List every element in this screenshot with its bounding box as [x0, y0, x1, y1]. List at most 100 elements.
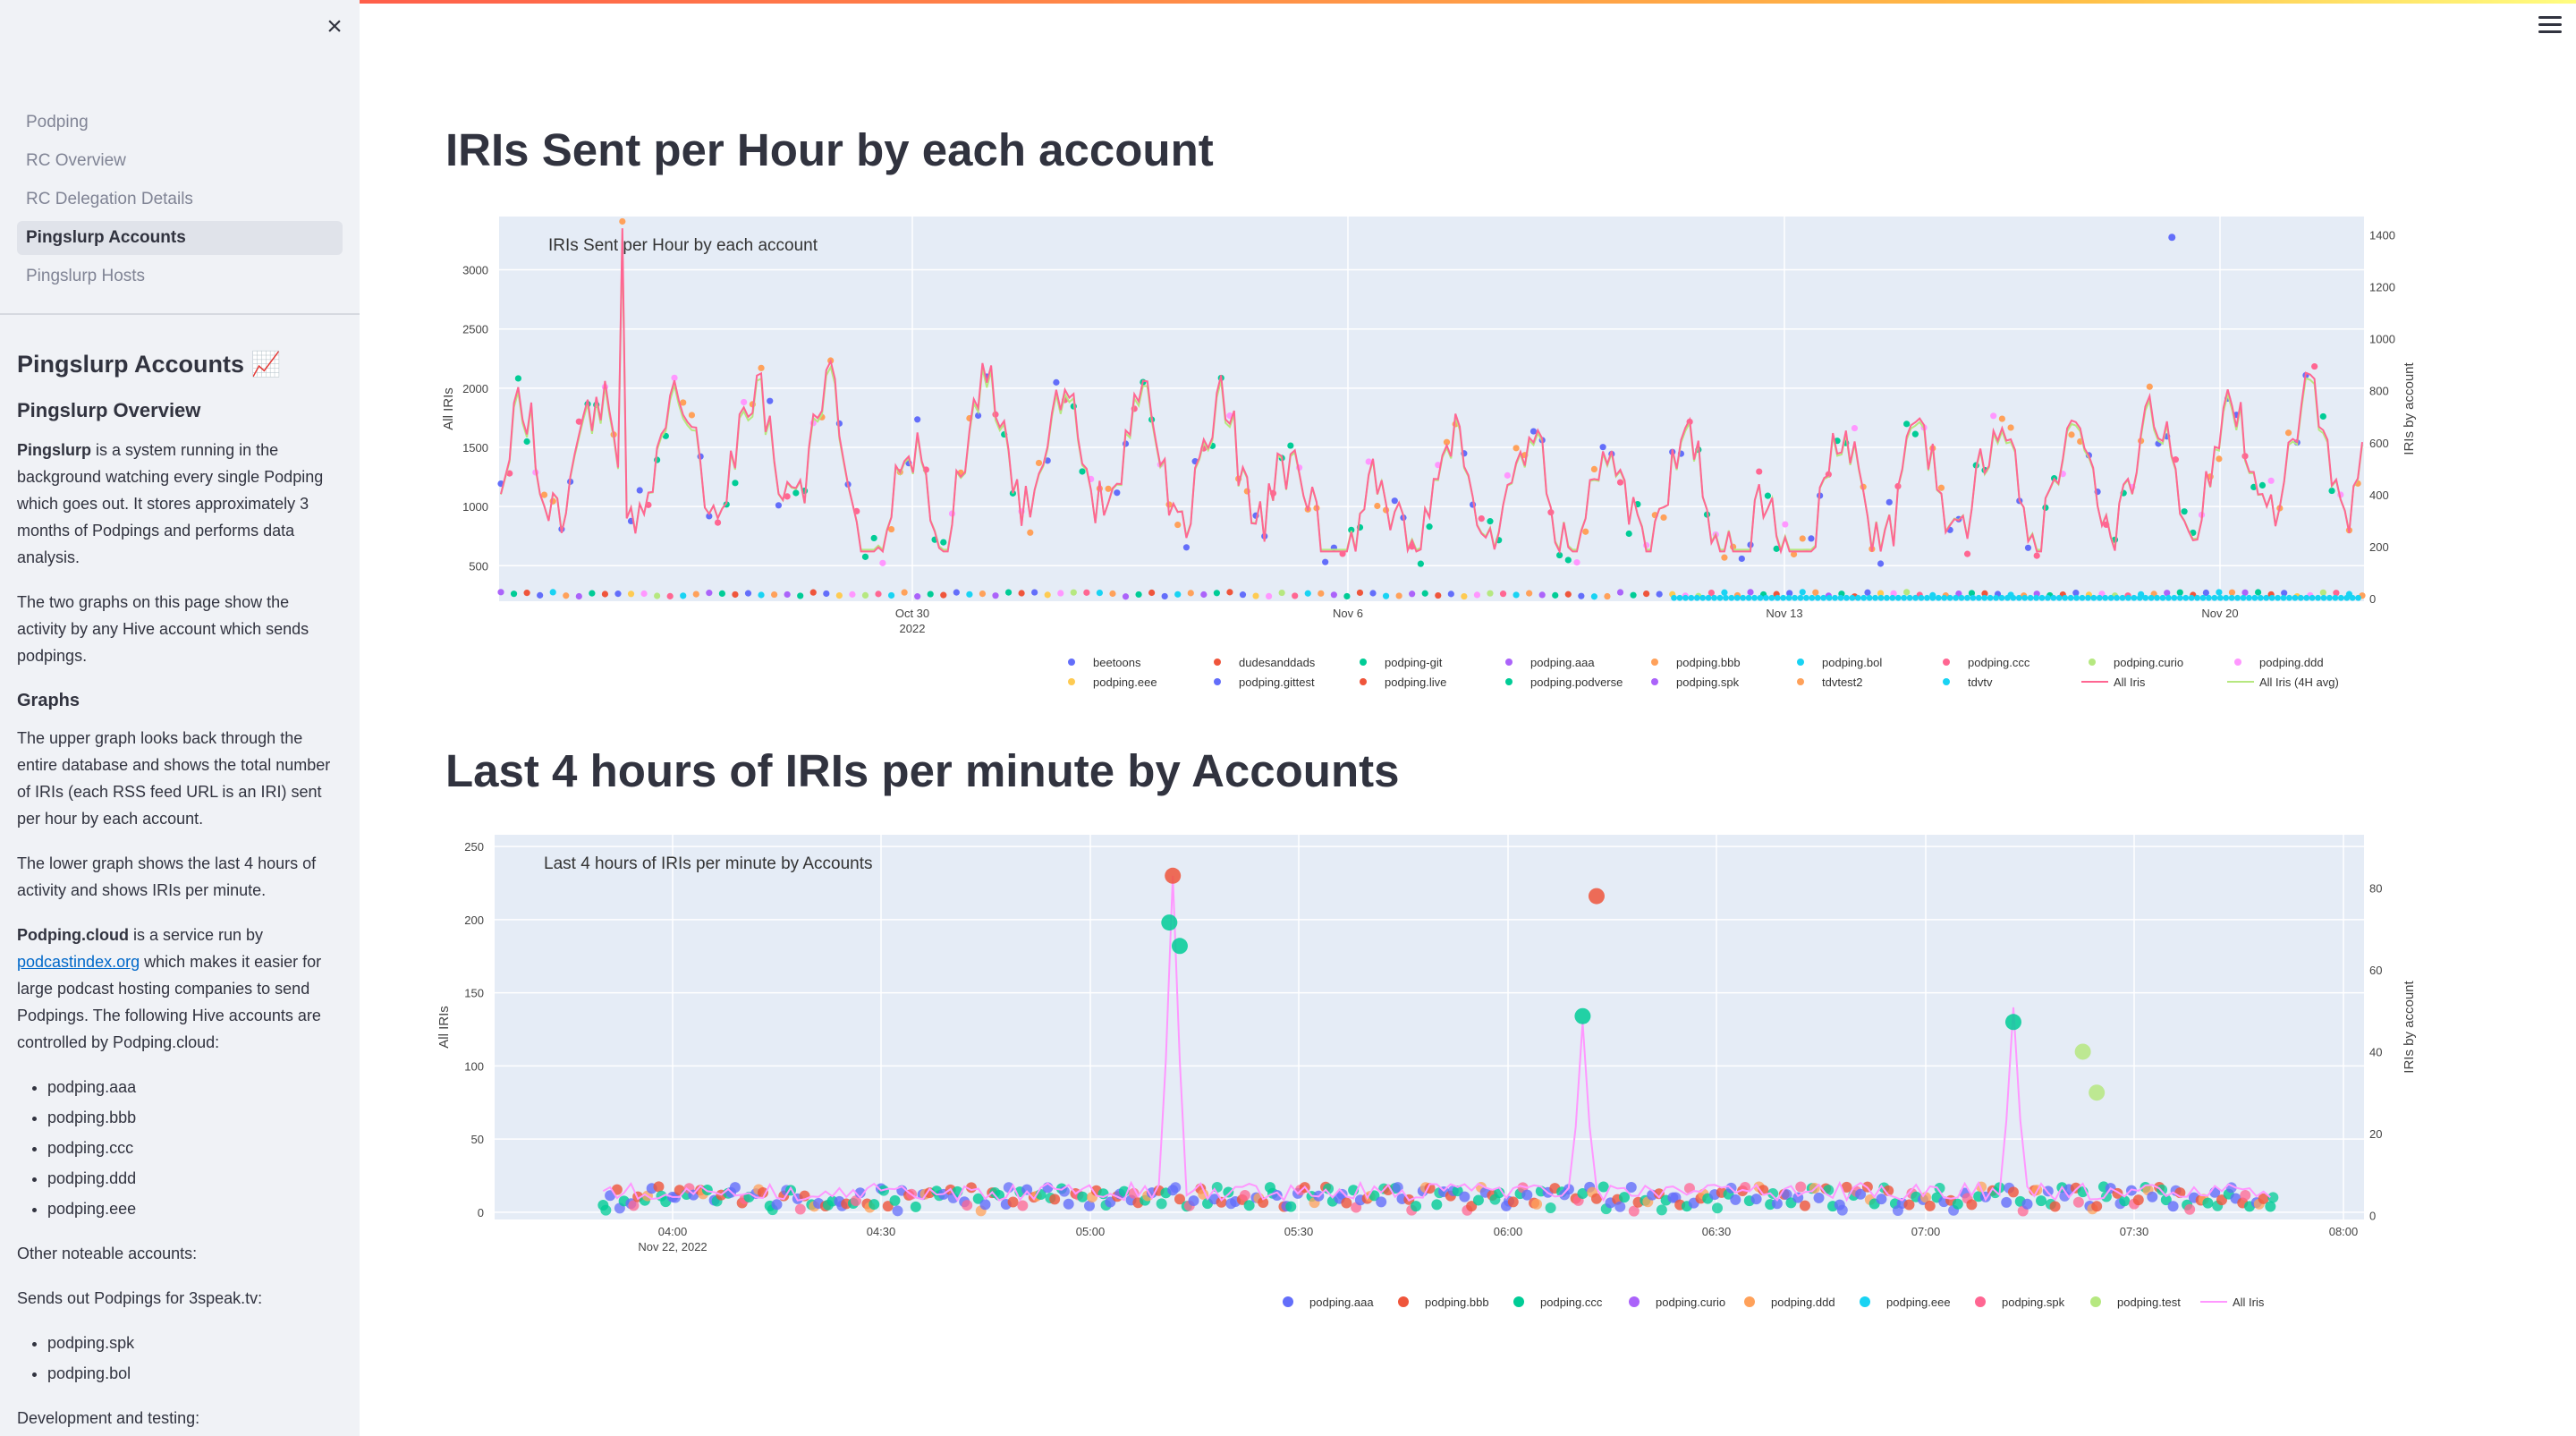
legend-label: podping.aaa [1309, 1296, 1374, 1309]
data-point [1952, 1198, 1963, 1210]
data-point [1808, 535, 1815, 542]
data-point [2160, 1194, 2172, 1206]
data-point [892, 1205, 903, 1217]
list-item: podping.ccc [47, 1134, 339, 1161]
data-point [1730, 1194, 1741, 1205]
data-point [1555, 551, 1563, 559]
data-point [1799, 535, 1806, 542]
data-point [2241, 589, 2249, 596]
data-point [1767, 1188, 1779, 1200]
data-point [1114, 489, 1121, 497]
data-point [1304, 590, 1311, 597]
data-point [1630, 591, 1637, 599]
data-point [979, 1199, 991, 1211]
nav-item-podping[interactable]: Podping [26, 113, 89, 132]
data-point [1213, 590, 1220, 597]
data-point [2045, 594, 2051, 601]
y-tick-label: 2000 [462, 382, 488, 395]
data-point [2258, 481, 2267, 489]
data-point [744, 590, 752, 597]
data-point [1499, 591, 1507, 598]
legend-label: podping.ccc [1968, 656, 2030, 669]
data-point [1958, 594, 1965, 601]
data-point [2036, 1195, 2047, 1207]
data-point [1182, 544, 1191, 551]
data-point [2038, 594, 2046, 601]
menu-icon[interactable] [2538, 16, 2562, 36]
data-point [706, 590, 713, 597]
data-point [2319, 589, 2326, 596]
close-sidebar-icon[interactable]: × [326, 12, 343, 41]
data-point [1998, 415, 2005, 422]
data-point [1487, 590, 1494, 597]
data-point [1590, 465, 1598, 473]
data-point [1504, 472, 1511, 479]
data-point [962, 1200, 973, 1211]
data-point [2102, 594, 2109, 601]
legend-marker [1943, 659, 1950, 666]
podcastindex-link[interactable]: podcastindex.org [17, 953, 140, 971]
sidebar-divider [0, 313, 360, 315]
iris-per-hour-chart[interactable]: 500 1000 1500 2000 2500 3000 0 200 400 600 800 1000… [0, 197, 2576, 698]
data-point [2258, 1193, 2269, 1204]
podping-cloud-bold: Podping.cloud [17, 926, 129, 944]
legend-marker [1214, 659, 1221, 666]
legend-label: podping-git [1385, 656, 1443, 669]
data-point [940, 539, 947, 546]
iris-per-minute-chart[interactable]: 0 50 100 150 200 250 0 20 40 60 80 04:00 04:30 05:00 0… [0, 819, 2576, 1329]
legend-marker [1651, 678, 1658, 685]
y-tick-label: 100 [464, 1059, 484, 1073]
legend-label: podping.aaa [1530, 656, 1595, 669]
data-point [1773, 545, 1780, 552]
data-point [1017, 1200, 1029, 1211]
data-point [1953, 594, 1959, 601]
nav-item-pingslurp-accounts[interactable]: Pingslurp Accounts [17, 221, 343, 255]
data-point [1105, 485, 1112, 492]
y2-tick-label: 1000 [2369, 333, 2395, 346]
data-point [1756, 468, 1763, 475]
data-point [1156, 1198, 1167, 1210]
nav-item-pingslurp-hosts[interactable]: Pingslurp Hosts [26, 267, 146, 285]
other-accounts-text: Other noteable accounts: [17, 1245, 198, 1262]
data-point [2355, 594, 2361, 601]
data-point [1573, 559, 1580, 566]
nav-item-rc-overview[interactable]: RC Overview [26, 151, 126, 170]
nav-item-rc-delegation-details[interactable]: RC Delegation Details [26, 190, 193, 208]
data-point [600, 1204, 612, 1216]
legend-label: podping.podverse [1530, 676, 1623, 689]
data-point [1348, 526, 1355, 533]
data-point [1265, 592, 1273, 599]
data-point [1854, 594, 1861, 601]
data-point [2275, 594, 2281, 601]
legend-marker [1797, 659, 1804, 666]
data-point [2146, 383, 2153, 390]
data-point [1883, 1185, 1894, 1196]
x-sub-label: Nov 22, 2022 [638, 1240, 707, 1253]
data-point [575, 418, 582, 425]
data-point [1903, 589, 1911, 596]
data-point [1747, 589, 1754, 596]
data-point [1531, 1198, 1543, 1210]
data-point [1711, 594, 1717, 601]
x-tick-label: 05:30 [1284, 1225, 1314, 1238]
data-point [1223, 1186, 1234, 1198]
legend-label: All Iris [2233, 1296, 2265, 1309]
data-point [1461, 592, 1468, 600]
data-point [1780, 594, 1787, 601]
data-point [1374, 502, 1381, 510]
data-point [1812, 589, 1819, 596]
data-point [1239, 1189, 1250, 1201]
data-point [1707, 589, 1715, 597]
pingslurp-description: Pingslurp is a system running in the bac… [17, 437, 339, 571]
data-point [2188, 594, 2195, 601]
data-point [666, 592, 674, 599]
data-point [974, 412, 982, 420]
data-point [1795, 1181, 1807, 1193]
data-point [1530, 428, 1538, 435]
data-point [953, 589, 960, 596]
data-point [1885, 498, 1893, 506]
data-point [1148, 589, 1156, 597]
data-point [1987, 594, 1994, 601]
data-point [2072, 1196, 2084, 1208]
graphs-intro-text: The two graphs on this page show the act… [17, 593, 309, 665]
